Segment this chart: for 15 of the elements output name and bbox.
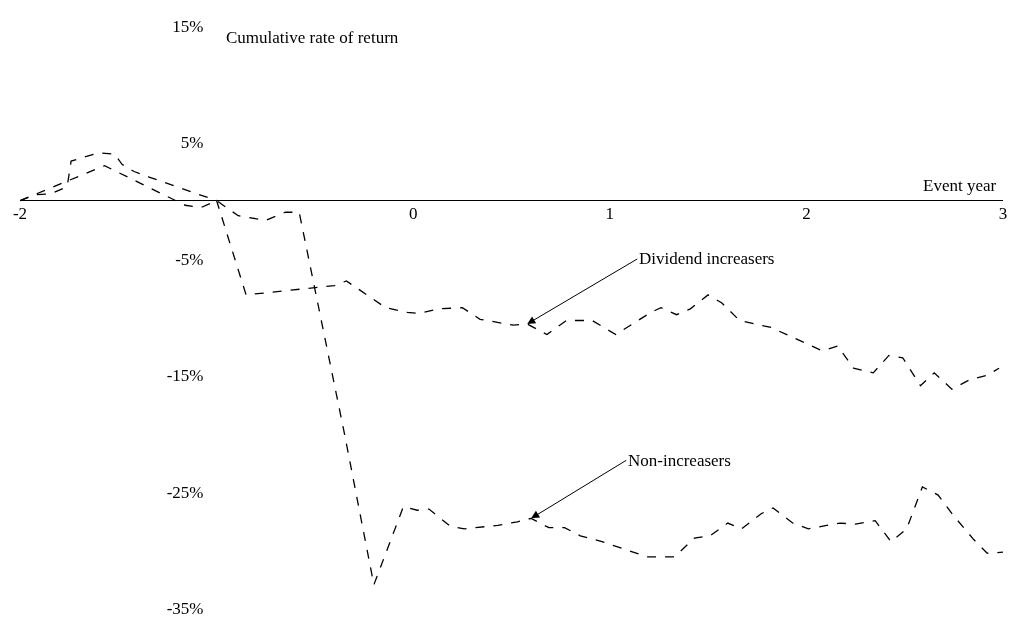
x-tick-label: 3 <box>998 203 1008 223</box>
x-tick-label: 2 <box>802 203 811 223</box>
y-tick-label: -15% <box>166 366 204 386</box>
x-axis-title: Event year <box>923 176 997 195</box>
x-tick-label: 0 <box>408 203 418 223</box>
y-tick-label: 15% <box>172 16 204 36</box>
y-tick-label: -35% <box>166 598 204 618</box>
x-tick-label: 1 <box>605 203 615 223</box>
x-tick-label: -2 <box>12 203 28 223</box>
annotation: Non-increasers <box>628 451 731 470</box>
y-tick-label: -25% <box>166 482 204 502</box>
y-tick-label: 5% <box>180 133 204 153</box>
y-axis-title: Cumulative rate of return <box>226 28 399 47</box>
y-tick-label: -5% <box>175 249 204 269</box>
annotation: Dividend increasers <box>639 249 775 268</box>
